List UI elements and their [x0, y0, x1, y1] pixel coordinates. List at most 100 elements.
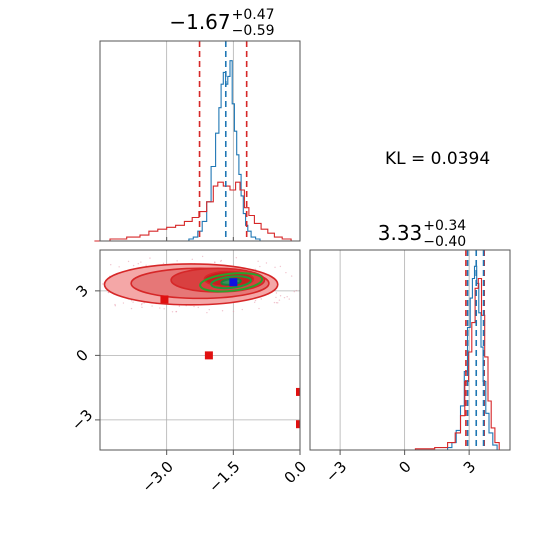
joint-scatter-point	[279, 265, 282, 268]
joint-scatter-point	[114, 303, 116, 306]
top-title-lower-error: −0.59	[232, 23, 275, 39]
joint-scatter-point	[191, 258, 193, 261]
top-histogram-series-0	[184, 60, 269, 242]
joint-scatter-point	[145, 264, 147, 267]
right-panel-frame	[309, 249, 511, 451]
joint-red-marker	[296, 387, 300, 396]
joint-ytick-label: 0	[72, 346, 91, 365]
joint-scatter-point	[275, 292, 278, 294]
joint-scatter-point	[257, 260, 259, 263]
joint-plot-area	[87, 250, 312, 450]
joint-scatter-point	[258, 307, 260, 310]
joint-scatter-point	[114, 305, 117, 307]
marginal-histogram-param-1: −1.67 +0.47−0.59	[94, 7, 301, 242]
joint-scatter-point	[306, 283, 307, 284]
joint-scatter-point	[149, 257, 151, 259]
joint-ytick-label: 3	[72, 281, 91, 300]
joint-scatter-point	[132, 264, 135, 267]
joint-scatter-point	[141, 306, 143, 308]
kl-divergence-label: KL = 0.0394	[385, 149, 490, 169]
joint-scatter-point	[159, 307, 161, 309]
joint-scatter-point	[290, 275, 293, 277]
right-xtick-label: −3	[322, 458, 350, 486]
joint-ytick-label: −3	[68, 406, 96, 434]
joint-scatter-point	[97, 301, 98, 302]
joint-scatter-point	[311, 286, 312, 287]
right-title-lower-error: −0.40	[423, 234, 466, 250]
right-histogram-series-1	[372, 277, 504, 451]
top-title-value: −1.67	[169, 10, 230, 34]
joint-scatter-point	[122, 302, 125, 304]
right-xtick-label: 3	[460, 458, 479, 477]
joint-scatter-point	[275, 302, 278, 304]
joint-scatter-point	[178, 305, 181, 307]
joint-scatter-point	[285, 271, 287, 274]
joint-xtick-label: −3.0	[138, 458, 176, 496]
joint-contour-plot: −3.0 −1.5 0.0 −3 0 3	[68, 249, 312, 496]
joint-scatter-point	[162, 262, 165, 265]
joint-scatter-point	[293, 290, 295, 293]
joint-scatter-point	[259, 265, 261, 268]
joint-scatter-point	[208, 308, 210, 311]
joint-scatter-point	[278, 299, 281, 301]
right-title-value: 3.33	[378, 221, 423, 245]
joint-scatter-point	[171, 311, 174, 313]
joint-scatter-point	[273, 301, 276, 304]
joint-scatter-point	[130, 299, 133, 302]
joint-scatter-point	[283, 296, 286, 299]
top-panel-frame	[99, 40, 301, 242]
joint-scatter-point	[286, 296, 288, 298]
joint-scatter-point	[127, 260, 130, 263]
joint-scatter-point	[206, 311, 208, 314]
joint-scatter-point	[87, 273, 88, 274]
joint-scatter-point	[275, 296, 277, 299]
joint-scatter-point	[89, 284, 90, 285]
joint-scatter-point	[221, 310, 224, 312]
joint-scatter-point	[197, 306, 199, 309]
joint-scatter-point	[98, 283, 99, 284]
joint-xtick-label: −1.5	[205, 458, 243, 496]
joint-scatter-point	[220, 260, 222, 262]
joint-scatter-point	[306, 291, 307, 292]
joint-red-marker	[296, 420, 300, 429]
joint-scatter-point	[193, 305, 195, 308]
joint-scatter-point	[102, 283, 104, 285]
joint-scatter-point	[137, 262, 139, 265]
joint-scatter-point	[140, 261, 142, 263]
joint-scatter-point	[274, 266, 276, 269]
joint-scatter-point	[141, 302, 143, 305]
joint-scatter-point	[151, 305, 153, 307]
joint-scatter-point	[295, 289, 298, 292]
joint-panel-frame	[99, 249, 301, 451]
joint-scatter-point	[175, 310, 177, 313]
joint-scatter-point	[118, 266, 120, 268]
joint-xtick-label: 0.0	[281, 458, 311, 488]
joint-scatter-point	[130, 307, 133, 310]
joint-scatter-point	[176, 260, 178, 262]
joint-scatter-point	[132, 301, 134, 303]
joint-scatter-point	[110, 264, 112, 266]
joint-scatter-point	[232, 310, 235, 313]
joint-scatter-point	[214, 261, 216, 263]
joint-scatter-point	[279, 295, 282, 297]
joint-scatter-point	[140, 303, 143, 306]
joint-red-marker	[204, 351, 213, 360]
joint-scatter-point	[260, 298, 262, 300]
joint-green-contour-1	[210, 275, 253, 290]
joint-green-contour-0	[199, 272, 264, 293]
joint-scatter-point	[277, 302, 279, 304]
joint-scatter-point	[163, 308, 165, 310]
joint-scatter-point	[288, 298, 290, 300]
joint-scatter-point	[96, 294, 97, 295]
right-xtick-label: 0	[395, 458, 414, 477]
right-title-upper-error: +0.34	[423, 218, 466, 234]
joint-scatter-point	[201, 255, 204, 258]
joint-red-marker	[160, 295, 169, 304]
joint-scatter-point	[304, 280, 305, 281]
right-histogram-series-0	[443, 265, 502, 451]
joint-scatter-point	[143, 302, 145, 304]
joint-scatter-point	[253, 301, 256, 303]
top-histogram-series-1	[94, 181, 300, 242]
joint-scatter-point	[241, 308, 243, 311]
